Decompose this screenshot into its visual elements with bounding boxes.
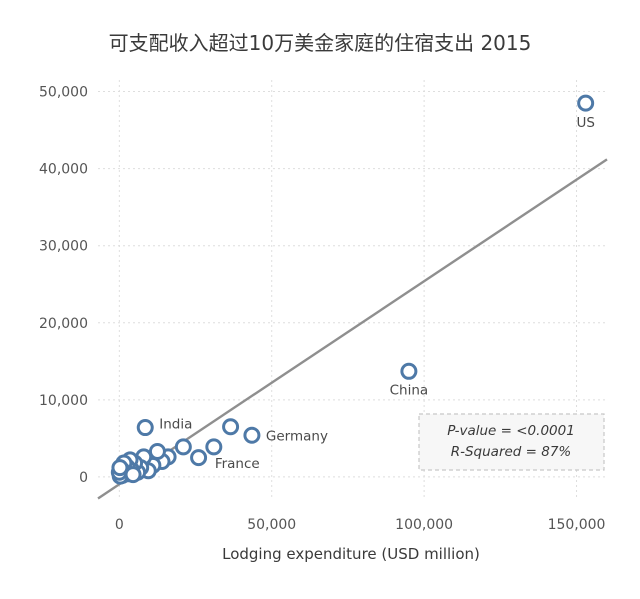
p-value-text: P-value = <0.0001 bbox=[447, 423, 575, 439]
data-point bbox=[111, 459, 129, 477]
x-tick-label: 100,000 bbox=[395, 517, 453, 533]
point-label-layer: US China Germany France India bbox=[159, 115, 595, 472]
point-us bbox=[577, 94, 595, 112]
point-france bbox=[205, 438, 223, 456]
y-tick-labels: 0 10,000 20,000 30,000 40,000 50,000 bbox=[39, 85, 88, 486]
y-tick-label: 30,000 bbox=[39, 239, 88, 255]
chart-title: 可支配收入超过10万美金家庭的住宿支出 2015 bbox=[109, 31, 532, 55]
point-label-india: India bbox=[159, 417, 192, 433]
point-germany bbox=[243, 426, 261, 444]
data-point bbox=[222, 418, 240, 436]
stats-box-frame bbox=[418, 413, 605, 471]
point-label-france: France bbox=[215, 456, 260, 472]
stats-box: P-value = <0.0001 R-Squared = 87% bbox=[418, 413, 605, 471]
x-axis-title: Lodging expenditure (USD million) bbox=[222, 545, 480, 563]
data-point bbox=[190, 449, 208, 467]
point-china bbox=[400, 362, 418, 380]
r-squared-text: R-Squared = 87% bbox=[451, 444, 572, 460]
point-label-germany: Germany bbox=[266, 428, 328, 444]
x-tick-label: 150,000 bbox=[548, 517, 606, 533]
y-tick-label: 40,000 bbox=[39, 162, 88, 178]
y-tick-label: 20,000 bbox=[39, 316, 88, 332]
point-label-china: China bbox=[390, 382, 429, 398]
y-tick-label: 0 bbox=[79, 470, 88, 486]
point-layer bbox=[110, 94, 595, 485]
x-tick-label: 0 bbox=[115, 517, 124, 533]
y-tick-label: 50,000 bbox=[39, 85, 88, 101]
data-point bbox=[174, 438, 192, 456]
x-tick-label: 50,000 bbox=[247, 517, 296, 533]
point-india bbox=[136, 419, 154, 437]
data-point bbox=[124, 466, 142, 484]
x-tick-labels: 0 50,000 100,000 150,000 bbox=[115, 517, 606, 533]
y-tick-label: 10,000 bbox=[39, 393, 88, 409]
data-point bbox=[148, 442, 166, 460]
point-label-us: US bbox=[576, 115, 594, 131]
